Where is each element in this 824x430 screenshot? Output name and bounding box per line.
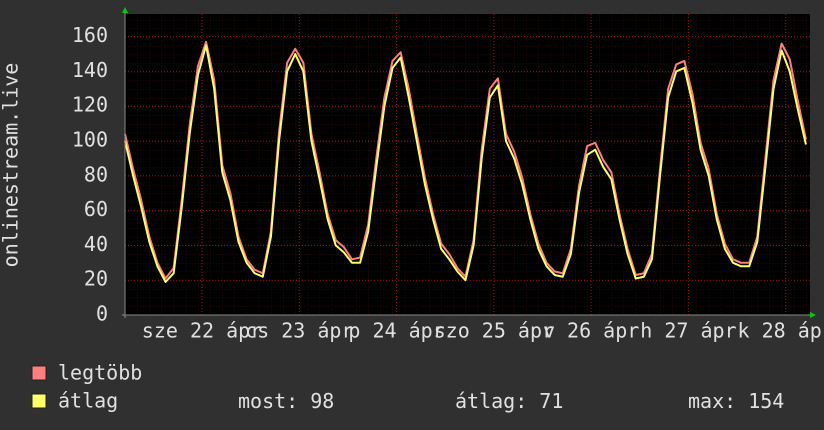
stat: átlag: 71: [455, 389, 563, 413]
x-axis-arrow: [810, 312, 816, 318]
legend-label: átlag: [58, 389, 118, 413]
y-tick-label: 120: [72, 93, 108, 117]
legend-swatch: [31, 393, 47, 409]
x-tick-label: sze 22 ápr: [142, 319, 262, 343]
x-tick-label: cs 23 ápr: [245, 319, 353, 343]
y-tick-label: 60: [84, 197, 108, 221]
legend-swatch: [31, 365, 47, 381]
stat: most: 98: [238, 389, 334, 413]
y-tick-label: 0: [96, 302, 108, 326]
stat-label: átlag:: [455, 389, 527, 413]
stat-label: most:: [238, 389, 298, 413]
stat-value: 154: [748, 389, 784, 413]
y-axis-arrow: [122, 7, 128, 13]
stat-label: max:: [688, 389, 736, 413]
marks: [124, 14, 810, 316]
legend-label: legtöbb: [58, 361, 142, 385]
y-tick-label: 20: [84, 267, 108, 291]
x-tick-label: p 24 ápr: [348, 319, 444, 343]
stat-value: 71: [539, 389, 563, 413]
y-tick-label: 40: [84, 232, 108, 256]
line: [124, 44, 807, 283]
y-tick-label: 160: [72, 23, 108, 47]
y-tick-label: 100: [72, 128, 108, 152]
x-tick-label: szo 25 ápr: [434, 319, 554, 343]
x-tick-label: k 28 ápr: [738, 319, 824, 343]
stat: max: 154: [688, 389, 784, 413]
y-tick-label: 80: [84, 162, 108, 186]
y-tick-label: 140: [72, 58, 108, 82]
x-tick-label: h 27 ápr: [640, 319, 736, 343]
y-axis-label: onlinestream.live: [0, 63, 23, 268]
x-tick-label: v 26 ápr: [543, 319, 639, 343]
stat-value: 98: [310, 389, 334, 413]
